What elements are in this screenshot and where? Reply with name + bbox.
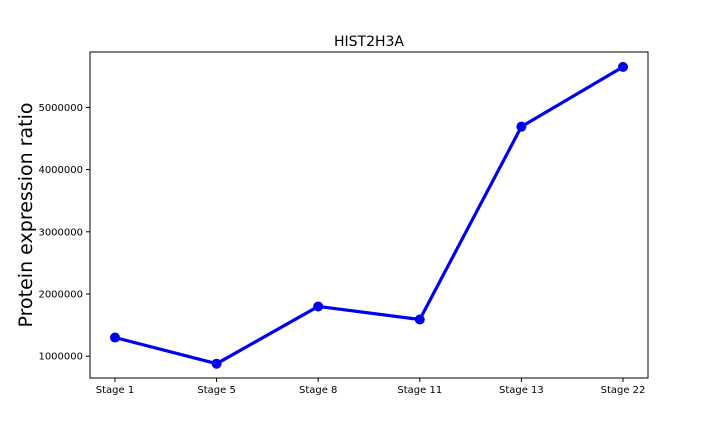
y-tick-label: 2000000 (38, 290, 83, 301)
series-layer (110, 61, 628, 369)
data-point (313, 301, 324, 312)
data-point (414, 314, 425, 325)
x-tick-label: Stage 1 (96, 385, 134, 396)
data-point (110, 332, 120, 343)
y-tick-label: 5000000 (38, 103, 83, 114)
x-tick-label: Stage 13 (499, 385, 544, 396)
data-point (516, 121, 527, 132)
y-tick-label: 3000000 (38, 227, 83, 238)
y-tick-label: 4000000 (38, 165, 83, 176)
chart-title: HIST2H3A (334, 34, 404, 50)
data-point (211, 358, 222, 369)
x-tick-label: Stage 5 (197, 385, 235, 396)
data-point (618, 61, 628, 72)
y-tick-label: 1000000 (38, 352, 83, 363)
x-tick-label: Stage 11 (397, 385, 442, 396)
x-axis: Stage 1 Stage 5 Stage 8 Stage 11 Stage 13 Sta… (96, 378, 646, 396)
y-axis-label: Protein expression ratio (15, 103, 37, 328)
y-axis: 1000000 2000000 3000000 4000000 5000000 (38, 103, 90, 363)
x-tick-label: Stage 8 (299, 385, 337, 396)
x-tick-label: Stage 22 (601, 385, 646, 396)
series-line (113, 65, 625, 366)
